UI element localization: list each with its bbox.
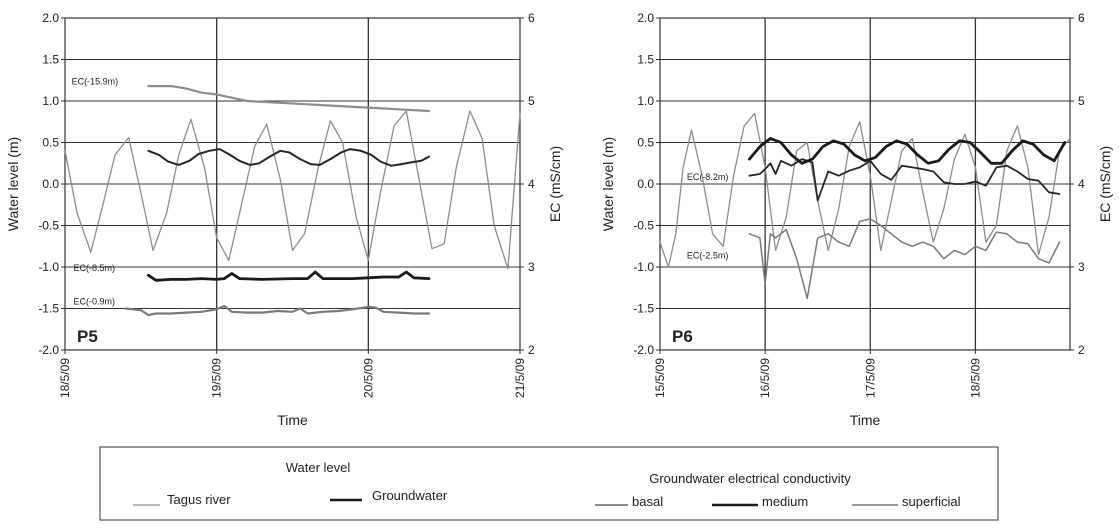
chart-1-ytick-label: 1.0 bbox=[637, 94, 654, 108]
chart-1-ytick-label: 0.0 bbox=[637, 177, 654, 191]
legend-box bbox=[99, 446, 999, 521]
chart-1-x-axis-label: Time bbox=[850, 412, 881, 428]
chart-1-y2tick-label: 6 bbox=[1078, 11, 1085, 25]
panel-p5: 2.0 1.5 1.0 0.5 0.0 -0.5 -1.0 -1.5 -2.0 6 5 4 3 2 18/5… bbox=[5, 11, 563, 428]
chart-1-annotation: EC(-8.2m) bbox=[687, 172, 729, 182]
chart-1-xtick-label: 16/5/09 bbox=[758, 358, 772, 398]
chart-0-series-superficial bbox=[124, 304, 431, 317]
chart-0-xtick-label: 21/5/09 bbox=[513, 358, 527, 398]
chart-1-xtick-label: 15/5/09 bbox=[653, 358, 667, 398]
chart-0-ytick-label: -0.5 bbox=[38, 219, 59, 233]
chart-1-y2tick-label: 2 bbox=[1078, 343, 1085, 357]
chart-0-y2tick-label: 3 bbox=[528, 260, 535, 274]
legend-label-medium: medium bbox=[762, 494, 808, 509]
chart-1-series-tagus-river bbox=[659, 112, 1071, 268]
legend: Water level Groundwater electrical condu… bbox=[99, 446, 999, 521]
chart-1-xtick-label: 18/5/09 bbox=[968, 358, 982, 398]
chart-1-y2-axis-label: EC (mS/cm) bbox=[1097, 146, 1113, 222]
chart-0-y2tick-label: 4 bbox=[528, 177, 535, 191]
chart-0-ytick-label: -2.0 bbox=[38, 343, 59, 357]
chart-1-plot-frame bbox=[659, 17, 1071, 351]
chart-0-series-basal bbox=[147, 84, 431, 113]
chart-0-y2tick-label: 6 bbox=[528, 11, 535, 25]
chart-1-ytick-label: -0.5 bbox=[633, 219, 654, 233]
chart-1-ytick-label: -2.0 bbox=[633, 343, 654, 357]
chart-1-y-axis-label: Water level (m) bbox=[600, 137, 616, 231]
chart-1-ytick-label: 2.0 bbox=[637, 11, 654, 25]
chart-0-ytick-label: 0.5 bbox=[42, 136, 59, 150]
chart-1-annotation: EC(-2.5m) bbox=[687, 251, 729, 261]
chart-0-ytick-label: -1.0 bbox=[38, 260, 59, 274]
chart-1-series-groundwater bbox=[748, 136, 1067, 165]
chart-0-ytick-label: 2.0 bbox=[42, 11, 59, 25]
chart-1-y2tick-label: 4 bbox=[1078, 177, 1085, 191]
chart-0-y2-axis-label: EC (mS/cm) bbox=[547, 146, 563, 222]
chart-1-ytick-label: 0.5 bbox=[637, 136, 654, 150]
chart-0-series-tagus-river bbox=[64, 110, 521, 270]
chart-0-ytick-label: -1.5 bbox=[38, 302, 59, 316]
chart-0-panel-label: P5 bbox=[77, 327, 98, 346]
chart-1-ytick-label: 1.5 bbox=[637, 53, 654, 67]
legend-title-water-level: Water level bbox=[286, 460, 351, 475]
panel-p6: 2.0 1.5 1.0 0.5 0.0 -0.5 -1.0 -1.5 -2.0 6 5 4 3 2 15/5… bbox=[600, 11, 1113, 428]
chart-1-y2tick-label: 3 bbox=[1078, 260, 1085, 274]
chart-0-series-groundwater bbox=[147, 148, 430, 167]
chart-0-ytick-label: 0.0 bbox=[42, 177, 59, 191]
legend-label-superficial: superficial bbox=[902, 494, 961, 509]
chart-0-series-medium bbox=[146, 270, 431, 282]
chart-0-y2tick-label: 2 bbox=[528, 343, 535, 357]
chart-0-xtick-label: 20/5/09 bbox=[361, 358, 375, 398]
chart-0-xtick-label: 19/5/09 bbox=[210, 358, 224, 398]
chart-1-ytick-label: -1.0 bbox=[633, 260, 654, 274]
chart-0-annotation: EC(-0.9m) bbox=[74, 296, 116, 306]
chart-0-ytick-label: 1.5 bbox=[42, 53, 59, 67]
chart-0-plot-frame bbox=[64, 17, 521, 351]
chart-0-annotation: EC(-15.9m) bbox=[72, 76, 119, 86]
chart-0-y-axis-label: Water level (m) bbox=[5, 137, 21, 231]
chart-0-annotation: EC(-8.5m) bbox=[74, 263, 116, 273]
chart-1-y2tick-label: 5 bbox=[1078, 94, 1085, 108]
chart-0-x-axis-label: Time bbox=[277, 412, 308, 428]
chart-1-series-medium bbox=[748, 158, 1061, 202]
chart-1-ytick-label: -1.5 bbox=[633, 302, 654, 316]
chart-1-xtick-label: 17/5/09 bbox=[863, 358, 877, 398]
chart-0-y2tick-label: 5 bbox=[528, 94, 535, 108]
chart-1-series-superficial bbox=[748, 218, 1061, 300]
legend-label-tagus-river: Tagus river bbox=[167, 492, 231, 507]
legend-label-groundwater: Groundwater bbox=[372, 488, 448, 503]
chart-0-ytick-label: 1.0 bbox=[42, 94, 59, 108]
legend-title-conductivity: Groundwater electrical conductivity bbox=[649, 471, 851, 486]
legend-label-basal: basal bbox=[632, 494, 663, 509]
chart-0-xtick-label: 18/5/09 bbox=[58, 358, 72, 398]
chart-1-panel-label: P6 bbox=[672, 327, 693, 346]
